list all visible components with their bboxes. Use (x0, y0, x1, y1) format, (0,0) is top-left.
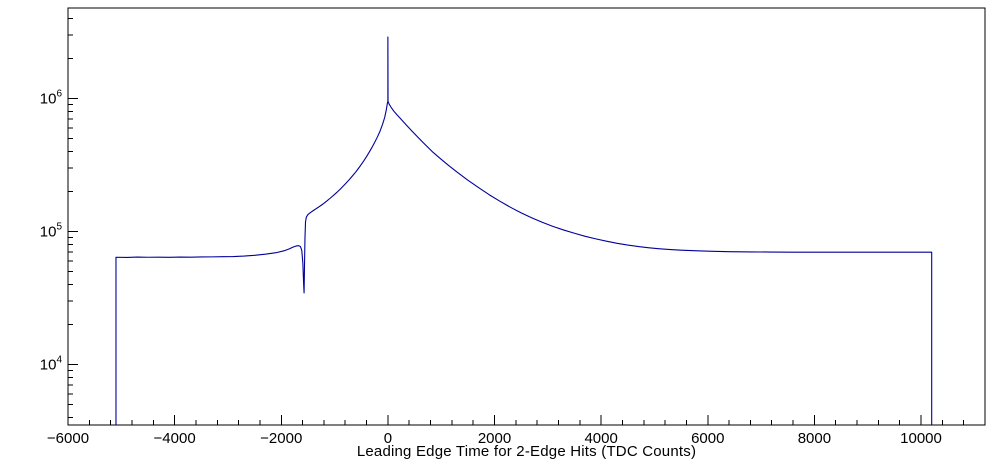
svg-text:2000: 2000 (478, 430, 511, 447)
svg-text:104: 104 (40, 354, 63, 373)
y-axis-tick-labels: 104 105 106 (40, 89, 63, 374)
svg-text:10000: 10000 (900, 430, 942, 447)
svg-text:−6000: −6000 (47, 430, 89, 447)
y-axis-ticks (68, 18, 78, 418)
x-axis-tick-labels: −6000 −4000 −2000 0 2000 4000 6000 8000 10000 (47, 430, 942, 447)
svg-text:6000: 6000 (691, 430, 724, 447)
svg-text:4000: 4000 (584, 430, 617, 447)
x-axis-title: Leading Edge Time for 2-Edge Hits (TDC C… (356, 443, 697, 460)
data-line (115, 36, 933, 425)
svg-text:8000: 8000 (798, 430, 831, 447)
svg-text:0: 0 (384, 430, 392, 447)
plot-frame (67, 7, 986, 426)
svg-text:106: 106 (40, 89, 63, 108)
svg-text:−2000: −2000 (260, 430, 302, 447)
svg-text:−4000: −4000 (154, 430, 196, 447)
x-axis-ticks (67, 415, 986, 425)
svg-text:105: 105 (40, 221, 63, 240)
